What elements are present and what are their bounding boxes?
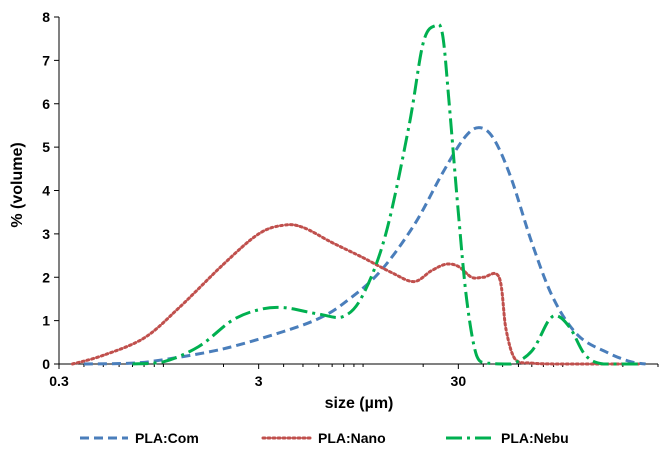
series-line-pla-com [83,126,646,366]
y-tick-label: 1 [42,313,50,329]
series-line-pla-nebu [132,22,639,366]
series-line-pla-nano [70,223,641,366]
y-tick-label: 5 [42,139,50,155]
legend-label: PLA:Nebu [501,430,569,446]
y-tick-label: 3 [42,226,50,242]
y-tick-label: 0 [42,356,50,372]
legend-label: PLA:Com [135,430,199,446]
y-tick-label: 4 [42,183,50,199]
y-tick-label: 2 [42,269,50,285]
series-lines [70,22,646,366]
legend-label: PLA:Nano [318,430,386,446]
x-tick-label: 3 [255,373,263,389]
x-tick-label: 30 [451,373,467,389]
x-tick-label: 0.3 [49,373,69,389]
y-tick-label: 7 [42,52,50,68]
y-tick-label: 6 [42,96,50,112]
y-tick-label: 8 [42,9,50,25]
y-axis-title: % (volume) [9,142,26,227]
legend: PLA:Com PLA:Nano PLA:Nebu [80,430,569,446]
x-axis-title: size (µm) [325,395,394,412]
axes [54,16,659,369]
tick-labels: 0 1 2 3 4 5 6 7 8 0.3 3 30 [42,9,466,389]
